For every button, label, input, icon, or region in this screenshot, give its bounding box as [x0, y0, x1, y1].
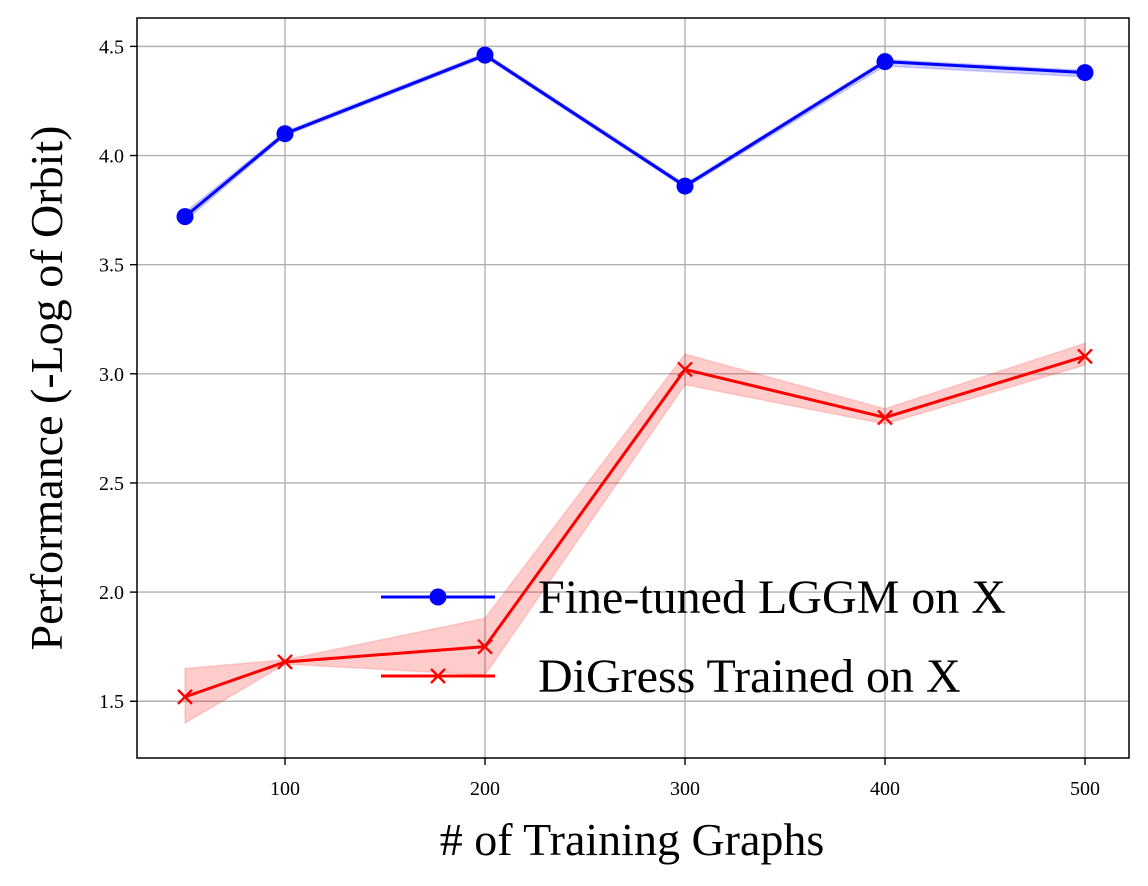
line-lggm — [184, 53, 1086, 218]
point-digress — [277, 654, 293, 670]
point-lggm — [676, 177, 694, 195]
band-lggm — [184, 52, 1086, 223]
x-axis-label: # of Training Graphs — [440, 814, 825, 865]
point-lggm — [276, 125, 294, 143]
point-lggm — [176, 208, 194, 226]
axis-ticks: 100 200 300 400 500 1.5 2.0 2.5 3.0 3.5 4.0 4.5 — [99, 36, 1100, 800]
point-stroke — [677, 361, 693, 378]
point-digress — [677, 361, 693, 378]
y-tick-label: 4.0 — [99, 146, 124, 168]
legend-label-digress: DiGress Trained on X — [538, 650, 961, 703]
y-tick-label: 3.0 — [99, 364, 124, 386]
legend-marker-stroke — [430, 668, 446, 684]
y-tick-label: 2.0 — [99, 582, 124, 604]
point-stroke — [277, 654, 293, 670]
point-digress — [477, 638, 493, 655]
legend-marker-digress — [430, 668, 446, 684]
y-tick-label: 2.5 — [99, 473, 124, 495]
series-lines — [184, 53, 1086, 699]
legend-marker-lggm — [429, 588, 447, 606]
series-markers — [176, 46, 1094, 705]
point-digress — [877, 409, 893, 426]
y-tick-label: 3.5 — [99, 255, 124, 277]
legend-label-lggm: Fine-tuned LGGM on X — [538, 571, 1006, 624]
x-tick-label: 400 — [870, 778, 900, 800]
x-tick-label: 300 — [670, 778, 700, 800]
point-digress — [177, 689, 193, 705]
legend: Fine-tuned LGGM on X DiGress Trained on X — [381, 571, 1006, 703]
point-lggm — [476, 46, 494, 64]
band-digress — [184, 342, 1086, 725]
y-axis-label: Performance (-Log of Orbit) — [21, 126, 72, 651]
point-stroke — [177, 689, 193, 705]
plot-frame — [136, 17, 1130, 759]
point-lggm — [876, 53, 894, 71]
point-stroke — [877, 409, 893, 426]
y-tick-label: 1.5 — [99, 691, 124, 713]
grid — [137, 18, 1129, 758]
x-tick-label: 500 — [1070, 778, 1100, 800]
point-stroke — [1077, 348, 1093, 365]
y-tick-label: 4.5 — [99, 36, 124, 58]
x-tick-label: 100 — [270, 778, 300, 800]
x-tick-label: 200 — [470, 778, 500, 800]
point-stroke — [477, 638, 493, 655]
line-digress — [184, 354, 1086, 699]
point-lggm — [1076, 64, 1094, 82]
point-digress — [1077, 348, 1093, 365]
